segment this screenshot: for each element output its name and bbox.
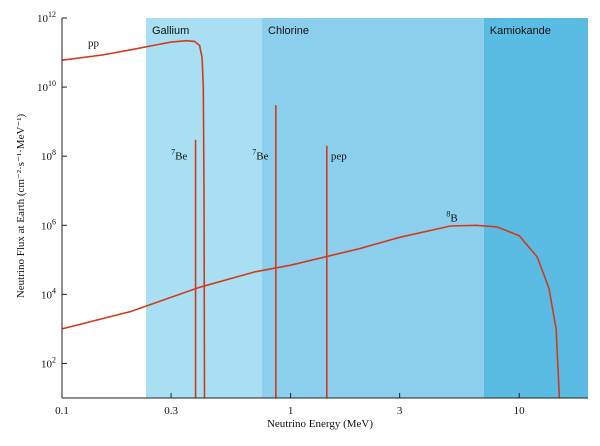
region-label-gallium: Gallium [152,25,189,37]
line-label-7be-1-main: Be [256,151,268,163]
x-tick-label-2: 1 [288,405,294,417]
plot-frame [61,17,588,399]
y-tick-exp-3: 8 [52,148,56,157]
y-tick-base-1: 10 [41,289,53,301]
line-label-7be-0-main: Be [175,151,187,163]
x-tick-label-3: 3 [397,405,403,417]
region-chlorine [262,18,484,398]
y-tick-base-2: 10 [41,220,53,232]
curve-8b [61,224,561,399]
y-tick-base-4: 10 [37,82,49,94]
x-tick-label-0: 0.1 [55,405,69,417]
x-axis-title: Neutrino Energy (MeV) [267,418,373,430]
curve-label-8b: 8B [446,209,457,224]
y-tick-label-0: 102 [41,355,56,370]
y-tick-label-5: 1012 [37,10,56,25]
line-label-7be-1: 7Be [252,148,268,163]
y-tick-label-3: 108 [41,148,56,163]
y-tick-label-4: 1010 [37,79,56,94]
region-kamiokande [483,18,588,398]
detector-regions [145,18,588,398]
line-label-7be-0: 7Be [171,148,187,163]
y-axis-title: Neutrino Flux at Earth (cm⁻²·s⁻¹·MeV⁻¹) [15,114,27,299]
y-tick-exp-5: 12 [48,10,56,19]
y-tick-exp-1: 4 [52,286,56,295]
region-label-chlorine: Chlorine [268,25,309,37]
y-tick-base-5: 10 [37,13,49,25]
line-label-pep-2: pep [331,151,347,163]
y-tick-base-0: 10 [41,358,53,370]
x-tick-label-4: 10 [514,405,526,417]
y-tick-exp-4: 10 [48,79,56,88]
y-tick-label-1: 104 [41,286,56,301]
line-label-7be-1-sup: 7 [252,148,256,157]
y-tick-label-2: 106 [41,217,56,232]
y-tick-exp-0: 2 [52,355,56,364]
line-label-7be-0-sup: 7 [171,148,175,157]
y-tick-base-3: 10 [41,151,53,163]
curve-pp [61,39,206,399]
flux-curves [61,39,561,399]
region-label-kamiokande: Kamiokande [490,25,551,37]
curve-label-8b-sup: 8 [446,209,450,218]
curve-label-pp: pp [88,37,100,49]
y-tick-exp-2: 6 [52,217,56,226]
x-tick-label-1: 0.3 [164,405,178,417]
curve-label-8b-main: B [450,212,457,224]
